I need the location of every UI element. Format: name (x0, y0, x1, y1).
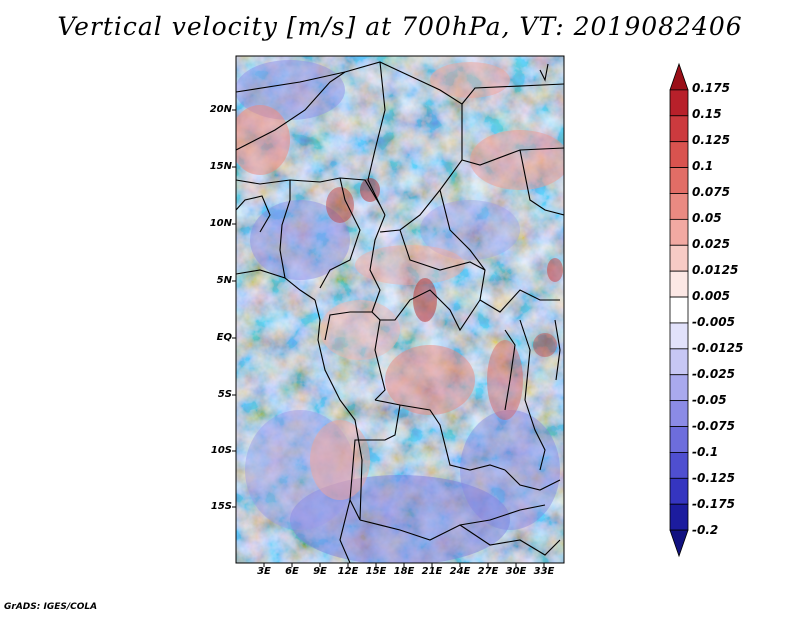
colorbar-segment (669, 244, 689, 272)
colorbar-segment (669, 400, 689, 427)
colorbar-bottom-arrow (669, 529, 689, 558)
lat-label: 5S (217, 389, 232, 400)
lat-label: 10S (210, 445, 232, 456)
lat-label: 15S (210, 501, 232, 512)
country-borders (236, 61, 564, 563)
colorbar-label: 0.175 (692, 81, 730, 95)
colorbar-label: 0.125 (692, 133, 730, 147)
colorbar-segment (669, 477, 689, 505)
lon-label: 24E (449, 566, 471, 577)
colorbar-label: -0.0125 (692, 341, 744, 355)
colorbar-segment (669, 193, 689, 220)
lat-label: 10N (209, 218, 232, 229)
colorbar-label: 0.075 (692, 185, 730, 199)
lon-label: 6E (285, 566, 299, 577)
colorbar-segment (669, 452, 689, 479)
plot-frame (235, 55, 565, 564)
colorbar-segment (669, 141, 689, 168)
lat-label: 5N (216, 275, 232, 286)
lon-label: 18E (393, 566, 415, 577)
vertical-velocity-field (236, 56, 564, 563)
colorbar-label: 0.0125 (692, 263, 739, 277)
colorbar-segment (669, 322, 689, 350)
colorbar-label: 0.15 (692, 107, 722, 121)
colorbar-label: -0.025 (692, 367, 735, 381)
grads-credit: GrADS: IGES/COLA (4, 602, 98, 612)
lon-label: 15E (365, 566, 387, 577)
colorbar-segment (669, 115, 689, 143)
axis-ticks (232, 109, 545, 567)
colorbar-label: -0.2 (692, 523, 719, 537)
lon-label: 12E (337, 566, 359, 577)
lon-label: 30E (505, 566, 527, 577)
colorbar-label: -0.125 (692, 471, 735, 485)
colorbar-label: -0.075 (692, 419, 735, 433)
colorbar-segment (669, 167, 689, 194)
lat-label: 15N (209, 161, 232, 172)
colorbar-segment (669, 89, 689, 117)
lon-label: 3E (257, 566, 271, 577)
colorbar-segment (669, 374, 689, 402)
colorbar-segment (669, 503, 689, 531)
colorbar-segment (669, 270, 689, 298)
lon-label: 21E (421, 566, 443, 577)
colorbar-label: -0.1 (692, 445, 719, 459)
colorbar-label: 0.025 (692, 237, 730, 251)
colorbar-segment (669, 426, 689, 453)
colorbar-label: 0.005 (692, 289, 730, 303)
colorbar-top-arrow (669, 62, 689, 91)
colorbar-segment (669, 296, 689, 324)
colorbar-label: 0.05 (692, 211, 722, 225)
colorbar-label: -0.175 (692, 497, 735, 511)
colorbar-label: -0.005 (692, 315, 735, 329)
lon-label: 33E (533, 566, 555, 577)
colorbar-segment (669, 218, 689, 246)
colorbar-segment (669, 348, 689, 376)
lon-label: 27E (477, 566, 499, 577)
map-title: Vertical velocity [m/s] at 700hPa, VT: 2… (57, 12, 743, 41)
lon-label: 9E (313, 566, 327, 577)
lat-label: 20N (209, 104, 232, 115)
colorbar (669, 62, 689, 558)
lat-label: EQ (216, 332, 232, 343)
colorbar-label: 0.1 (692, 159, 714, 173)
colorbar-label: -0.05 (692, 393, 727, 407)
